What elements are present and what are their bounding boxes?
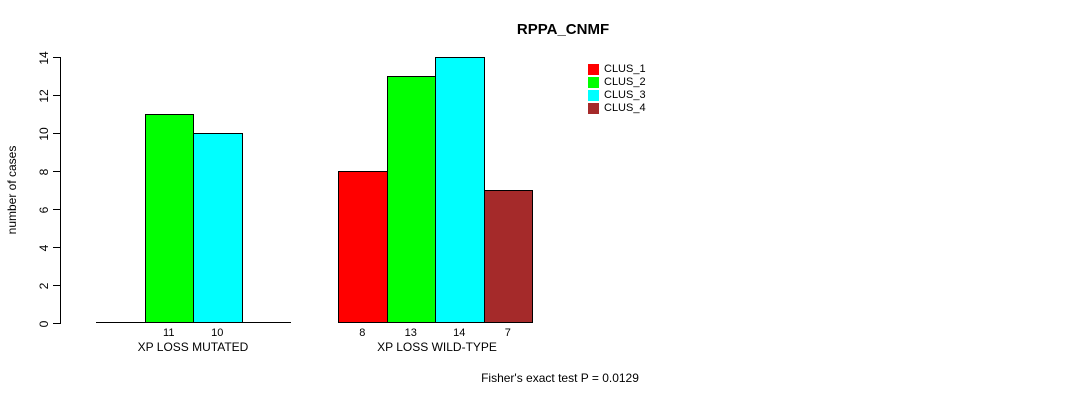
y-axis-tick xyxy=(53,57,60,58)
legend-item-clus-2: CLUS_2 xyxy=(588,76,646,89)
y-axis-tick-label: 14 xyxy=(37,50,51,65)
y-axis-tick xyxy=(53,323,60,324)
y-axis-tick xyxy=(53,247,60,248)
y-axis-tick-label: 8 xyxy=(37,168,51,175)
y-axis xyxy=(60,57,61,324)
legend-item-clus-4: CLUS_4 xyxy=(588,102,646,115)
category-label-wild-type: XP LOSS WILD-TYPE xyxy=(377,340,497,354)
y-axis-tick-label: 6 xyxy=(37,206,51,213)
legend-item-clus-3: CLUS_3 xyxy=(588,89,646,102)
bar-value-label: 7 xyxy=(504,327,511,339)
bar-value-label: 10 xyxy=(211,327,224,339)
bar-clus_4-group1-zero xyxy=(241,322,291,323)
bar-clus_3-group1 xyxy=(193,133,243,323)
y-axis-tick xyxy=(53,95,60,96)
legend-swatch-clus-4 xyxy=(588,103,599,114)
fisher-test-annotation: Fisher's exact test P = 0.0129 xyxy=(481,371,639,385)
bar-value-label: 11 xyxy=(163,327,175,339)
legend-item-clus-1: CLUS_1 xyxy=(588,63,646,76)
bar-value-label: 13 xyxy=(404,327,417,339)
y-axis-tick xyxy=(53,171,60,172)
legend-label-clus-4: CLUS_4 xyxy=(604,102,646,114)
legend-swatch-clus-2 xyxy=(588,77,599,88)
bar-clus_1-group1-zero xyxy=(96,322,146,323)
bar-value-label: 8 xyxy=(359,327,366,339)
y-axis-tick-label: 12 xyxy=(37,88,51,103)
bar-clus_3-group2 xyxy=(435,57,485,323)
y-axis-tick-label: 4 xyxy=(37,244,51,251)
legend-swatch-clus-1 xyxy=(588,64,599,75)
y-axis-tick xyxy=(53,209,60,210)
legend-label-clus-2: CLUS_2 xyxy=(604,76,646,88)
bar-clus_4-group2 xyxy=(483,190,533,323)
bar-value-label: 14 xyxy=(453,327,466,339)
bar-clus_2-group2 xyxy=(386,76,436,323)
y-axis-tick-label: 2 xyxy=(37,282,51,289)
category-label-mutated: XP LOSS MUTATED xyxy=(137,340,249,354)
legend-label-clus-1: CLUS_1 xyxy=(604,63,646,75)
y-axis-tick-label: 10 xyxy=(37,126,51,141)
legend: CLUS_1 CLUS_2 CLUS_3 CLUS_4 xyxy=(588,63,646,115)
y-axis-tick-label: 0 xyxy=(37,320,51,327)
bar-clus_2-group1 xyxy=(144,114,194,323)
y-axis-tick xyxy=(53,285,60,286)
chart-title: RPPA_CNMF xyxy=(516,21,610,38)
legend-swatch-clus-3 xyxy=(588,90,599,101)
y-axis-tick xyxy=(53,133,60,134)
bar-clus_1-group2 xyxy=(338,171,388,323)
legend-label-clus-3: CLUS_3 xyxy=(604,89,646,101)
